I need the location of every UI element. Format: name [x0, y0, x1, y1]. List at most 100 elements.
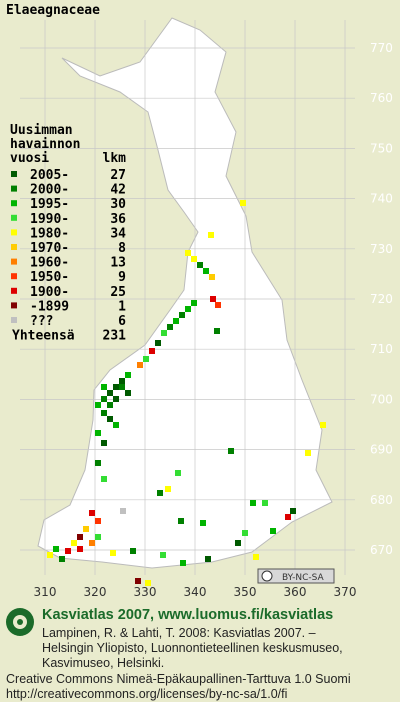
legend-label: 1950-: [30, 270, 69, 285]
license-badge: BY-NC-SA: [257, 568, 335, 584]
grid-square: [107, 390, 113, 396]
grid-square: [113, 384, 119, 390]
grid-square: [160, 552, 166, 558]
grid-square: [119, 378, 125, 384]
grid-square: [83, 526, 89, 532]
citation: Lampinen, R. & Lahti, T. 2008: Kasviatla…: [42, 626, 316, 640]
legend-count: 6: [118, 314, 126, 329]
grid-square: [155, 340, 161, 346]
grid-square: [167, 324, 173, 330]
grid-square: [157, 490, 163, 496]
grid-square: [71, 540, 77, 546]
legend-label: 1970-: [30, 241, 69, 256]
x-label: 340: [184, 585, 207, 599]
grid-square: [149, 348, 155, 354]
legend-label: -1899: [30, 299, 69, 314]
grid-square: [101, 476, 107, 482]
grid-square: [175, 470, 181, 476]
citation: Helsingin Yliopisto, Luonnontieteellinen…: [42, 641, 343, 655]
grid-square: [215, 302, 221, 308]
grid-square: [89, 510, 95, 516]
grid-square: [235, 540, 241, 546]
grid-square: [285, 514, 291, 520]
grid-square: [209, 274, 215, 280]
grid-square: [65, 548, 71, 554]
grid-square: [240, 200, 246, 206]
grid-square: [137, 362, 143, 368]
legend-swatch: [11, 287, 17, 294]
y-label: 740: [370, 192, 393, 206]
legend-swatch: [11, 244, 17, 250]
grid-square: [59, 556, 65, 562]
grid-square: [110, 550, 116, 556]
legend-count: 34: [110, 226, 126, 241]
grid-square: [101, 440, 107, 446]
legend-label: 2000-: [30, 183, 69, 198]
x-label: 350: [234, 585, 257, 599]
legend-swatch: [11, 273, 17, 280]
legend-heading: vuosi: [10, 151, 49, 166]
legend-label: 2005-: [30, 168, 69, 183]
finland-outline: [37, 17, 333, 569]
grid-square: [143, 356, 149, 362]
grid-square: [173, 318, 179, 324]
grid-square: [185, 306, 191, 312]
brand: Kasviatlas 2007, www.luomus.fi/kasviatla…: [42, 607, 333, 623]
grid-square: [161, 330, 167, 336]
grid-square: [95, 460, 101, 466]
grid-square: [262, 500, 268, 506]
y-label: 760: [370, 91, 393, 105]
citation: Kasvimuseo, Helsinki.: [42, 656, 164, 670]
grid-square: [113, 396, 119, 402]
badge-box: [257, 568, 335, 584]
grid-square: [130, 548, 136, 554]
grid-square: [290, 508, 296, 514]
grid-square: [205, 556, 211, 562]
grid-square: [107, 416, 113, 422]
grid-square: [125, 372, 131, 378]
legend-count: 8: [118, 241, 126, 256]
legend-swatch: [11, 258, 17, 265]
legend-swatch: [11, 302, 17, 309]
legend-swatch: [11, 229, 17, 236]
grid-square: [253, 554, 259, 560]
license-text: Creative Commons Nimeä-Epäkaupallinen-Ta…: [6, 672, 351, 686]
legend-label: ???: [30, 314, 53, 329]
legend-heading: Uusimman: [10, 123, 73, 138]
legend-label: 1980-: [30, 226, 69, 241]
grid-square: [180, 560, 186, 566]
legend: 2005- 27 2000- 42 1995- 30 1990- 36 1980- 34 1970-…: [11, 168, 126, 344]
x-label: 330: [134, 585, 157, 599]
grid-square: [228, 448, 234, 454]
grid-square: [107, 402, 113, 408]
x-label: 360: [284, 585, 307, 599]
legend-count: 36: [110, 212, 126, 227]
y-label: 680: [370, 493, 393, 507]
license-url: http://creativecommons.org/licenses/by-n…: [6, 687, 287, 701]
grid-square: [185, 250, 191, 256]
grid-square: [242, 530, 248, 536]
x-label: 370: [334, 585, 357, 599]
grid-square: [95, 518, 101, 524]
grid-square: [101, 384, 107, 390]
grid-square: [320, 422, 326, 428]
legend-count: 1: [118, 299, 126, 314]
legend-count: 25: [110, 285, 126, 300]
logo-core: [17, 619, 23, 625]
cc-icon: [261, 570, 273, 582]
legend-count: 27: [110, 168, 126, 183]
legend-label: 1990-: [30, 212, 69, 227]
legend-count: 30: [110, 197, 126, 212]
legend-swatch: [11, 171, 17, 177]
legend-swatch: [11, 185, 17, 192]
legend-count: 42: [110, 183, 126, 198]
legend-count-heading: lkm: [103, 151, 127, 166]
grid-square: [101, 410, 107, 416]
grid-square: [200, 520, 206, 526]
y-label: 690: [370, 443, 393, 457]
grid-square: [191, 256, 197, 262]
legend-label: 1900-: [30, 285, 69, 300]
badge-text: BY-NC-SA: [282, 573, 325, 583]
grid-square: [95, 534, 101, 540]
